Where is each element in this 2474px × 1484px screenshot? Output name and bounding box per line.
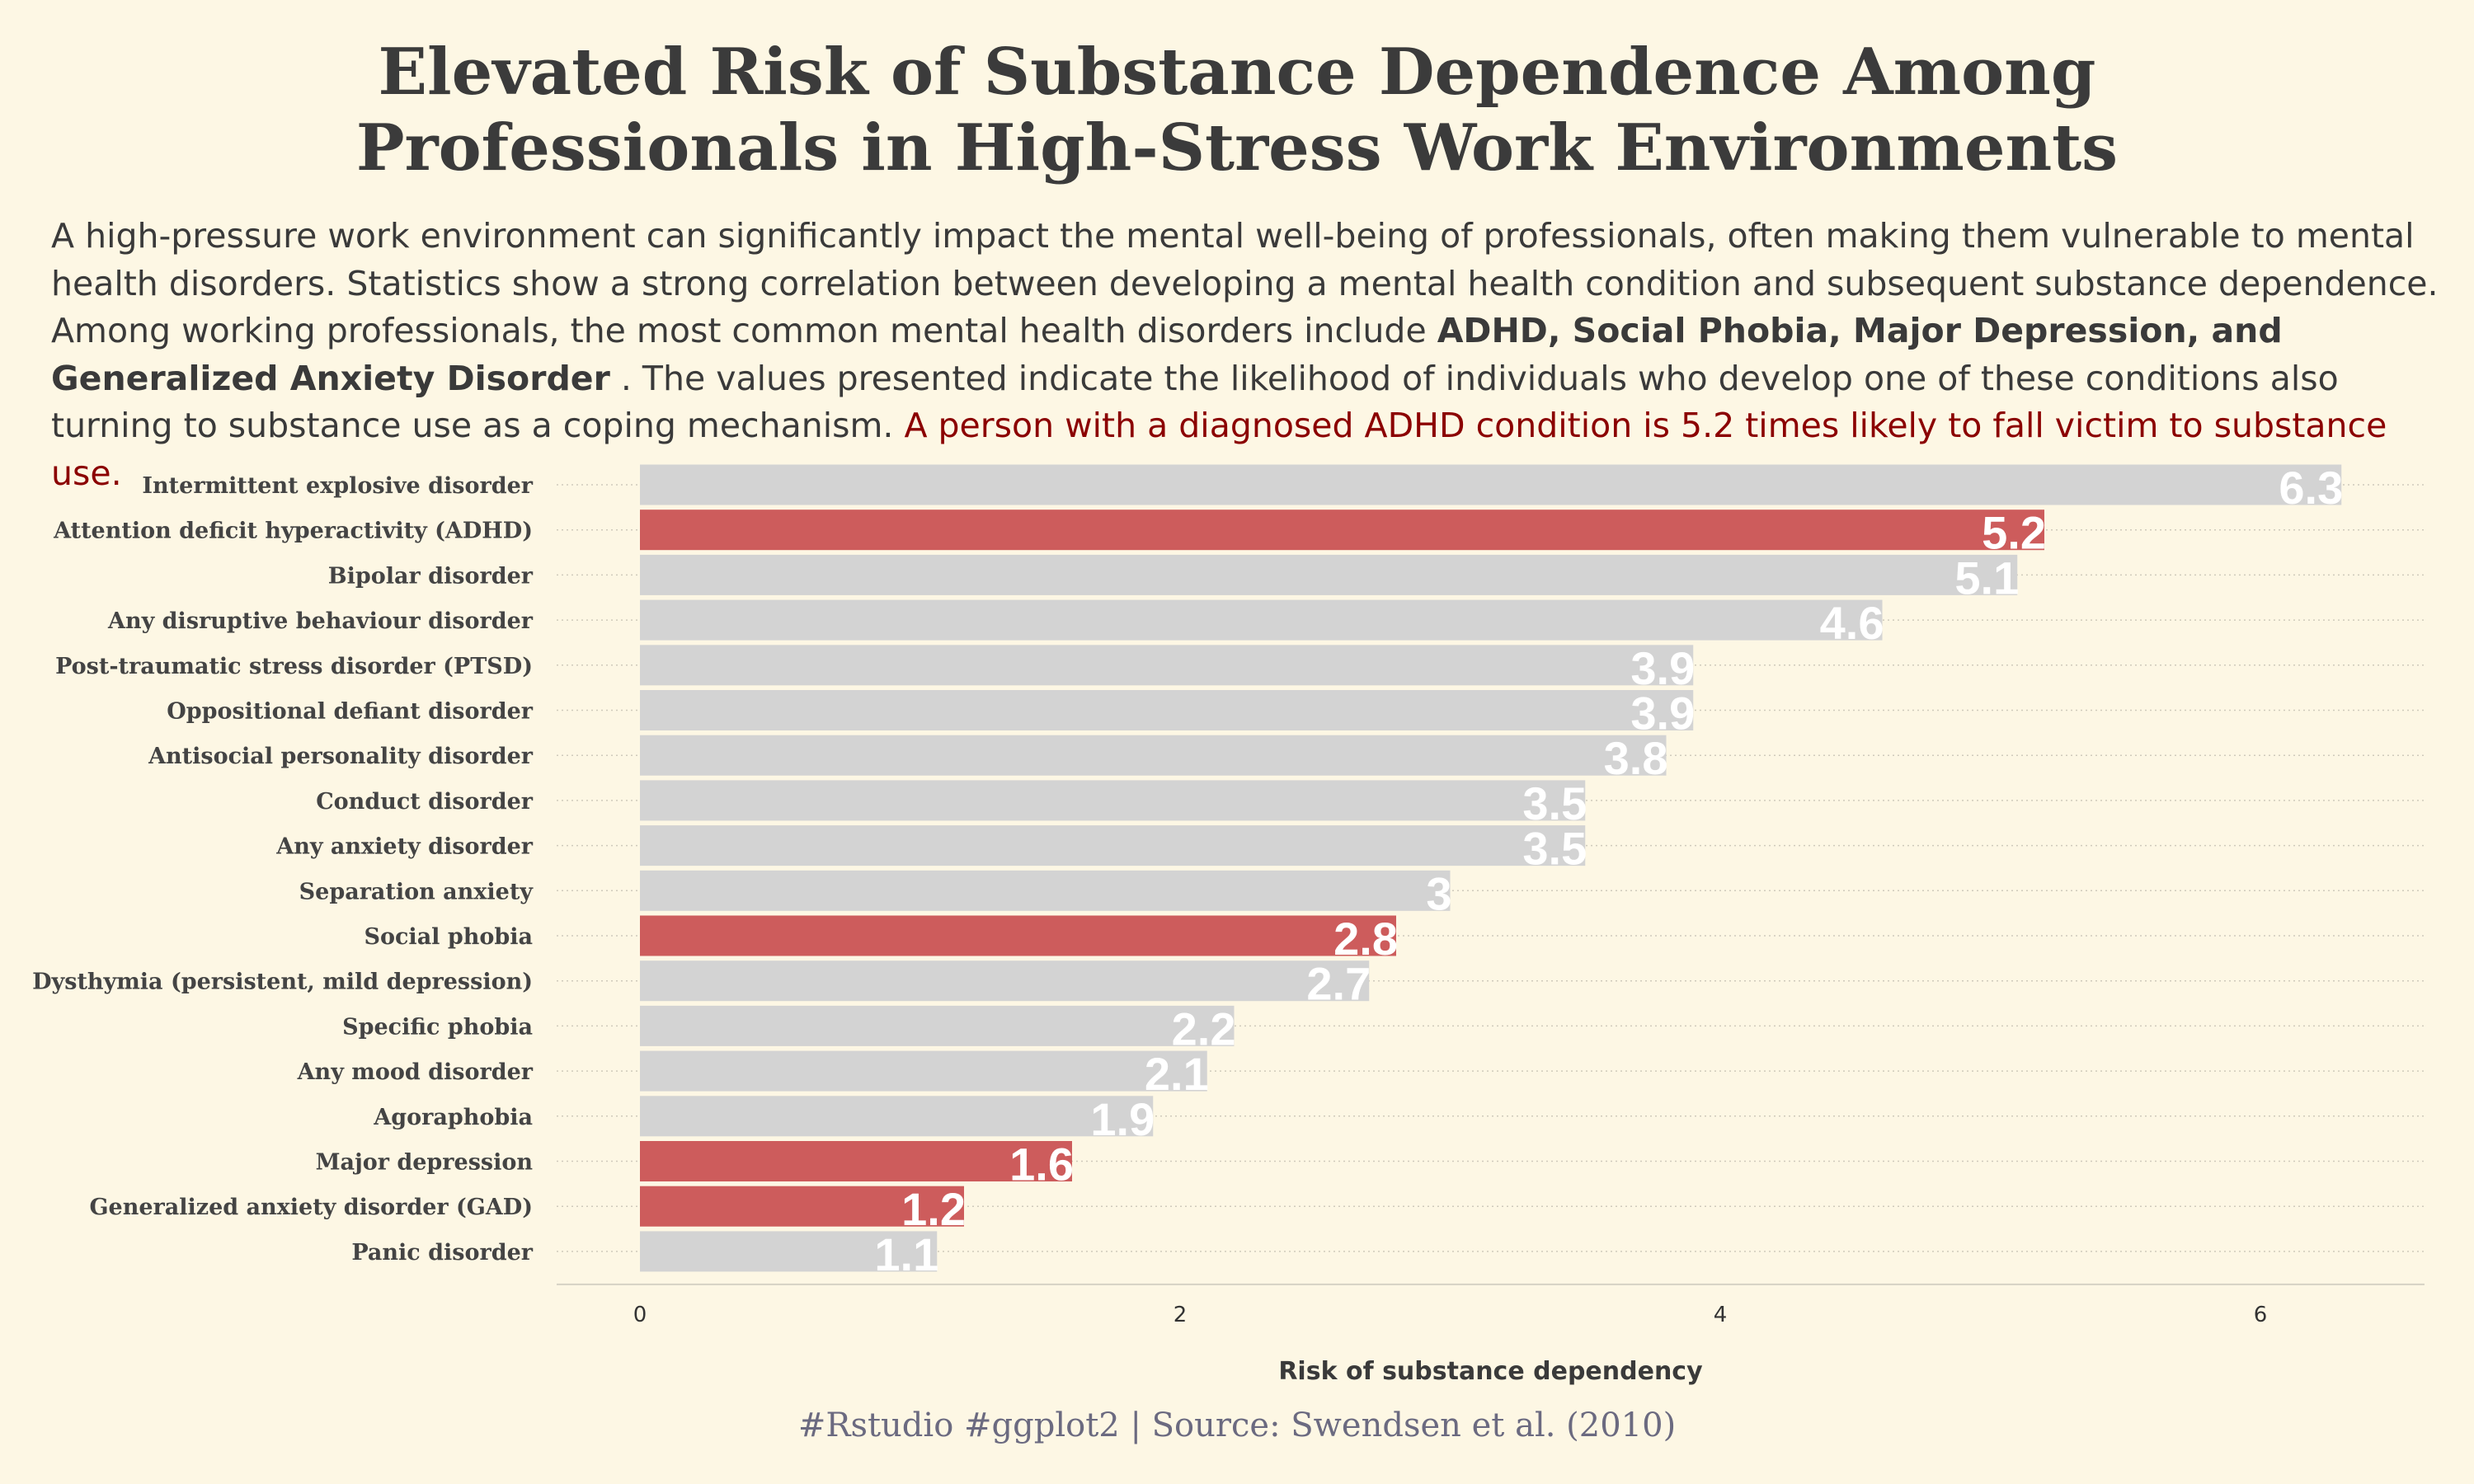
value-label: 3.9 [1630, 642, 1695, 694]
bar [640, 1186, 964, 1227]
value-label: 3 [1426, 867, 1451, 919]
bar [640, 1005, 1235, 1046]
value-label: 1.2 [901, 1183, 966, 1235]
value-label: 1.1 [874, 1228, 938, 1280]
bar [640, 690, 1694, 730]
chart-title-line-2: Professionals in High-Stress Work Enviro… [355, 110, 2119, 186]
category-label: Any disruptive behaviour disorder [107, 608, 534, 634]
category-label: Any mood disorder [297, 1059, 534, 1085]
subtitle-text-2: . The values presented indicate the like… [51, 358, 2339, 446]
value-label: 5.1 [1954, 552, 2019, 603]
bar [640, 599, 1883, 641]
chart-caption: #Rstudio #ggplot2 | Source: Swendsen et … [797, 1407, 1677, 1444]
bar [640, 554, 2018, 595]
chart-title-line-1: Elevated Risk of Substance Dependence Am… [378, 35, 2096, 110]
bar [640, 510, 2044, 551]
category-label: Agoraphobia [373, 1105, 533, 1130]
x-tick-label: 6 [2254, 1303, 2268, 1327]
category-label: Antisocial personality disorder [148, 744, 534, 769]
category-label: Panic disorder [351, 1240, 533, 1266]
subtitle-bold-disorders: ADHD, Social Phobia, Major Depression, a… [51, 311, 2283, 398]
bar [640, 1050, 1207, 1092]
value-label: 2.7 [1306, 958, 1371, 1010]
category-label: Major depression [316, 1150, 534, 1176]
bar [640, 870, 1451, 911]
chart-title: Elevated Risk of Substance Dependence Am… [0, 35, 2474, 186]
category-label: Post-traumatic stress disorder (PTSD) [55, 654, 533, 679]
subtitle-text-1: A high-pressure work environment can sig… [51, 216, 2439, 350]
bar [640, 645, 1694, 686]
value-label: 2.8 [1333, 913, 1398, 965]
value-label: 2.1 [1145, 1048, 1209, 1100]
x-tick-label: 2 [1174, 1303, 1188, 1327]
bar [640, 825, 1586, 866]
x-axis-title: Risk of substance dependency [1278, 1357, 1703, 1386]
bar [640, 1141, 1072, 1181]
category-label: Oppositional defiant disorder [167, 699, 534, 725]
category-label: Separation anxiety [299, 879, 534, 904]
subtitle-highlight: A person with a diagnosed ADHD condition… [51, 406, 2387, 493]
category-label: Any anxiety disorder [275, 834, 534, 860]
category-label: Intermittent explosive disorder [142, 473, 533, 499]
value-label: 3.8 [1604, 732, 1668, 784]
x-tick-label: 4 [1714, 1303, 1728, 1327]
bar [640, 780, 1586, 821]
value-label: 5.2 [1982, 507, 2046, 559]
bar [640, 735, 1667, 776]
value-label: 1.6 [1009, 1139, 1074, 1190]
x-tick-label: 0 [633, 1303, 647, 1327]
category-label: Bipolar disorder [328, 563, 534, 589]
bar [640, 960, 1370, 1002]
value-label: 3.9 [1630, 688, 1695, 740]
value-label: 2.2 [1172, 1003, 1236, 1054]
category-label: Specific phobia [342, 1014, 533, 1040]
value-label: 1.9 [1090, 1093, 1155, 1145]
value-label: 3.5 [1522, 823, 1587, 875]
bar [640, 1231, 938, 1272]
category-label: Attention deficit hyperactivity (ADHD) [53, 519, 533, 544]
bar [640, 915, 1396, 956]
value-label: 3.5 [1522, 777, 1587, 829]
category-label: Social phobia [364, 924, 533, 950]
value-label: 4.6 [1820, 597, 1884, 649]
value-label: 6.3 [2279, 462, 2343, 514]
category-label: Conduct disorder [316, 789, 534, 815]
category-label: Dysthymia (persistent, mild depression) [32, 970, 533, 995]
bar [640, 464, 2342, 505]
category-label: Generalized anxiety disorder (GAD) [89, 1195, 533, 1220]
chart-subtitle: A high-pressure work environment can sig… [51, 213, 2443, 497]
bar [640, 1096, 1154, 1137]
